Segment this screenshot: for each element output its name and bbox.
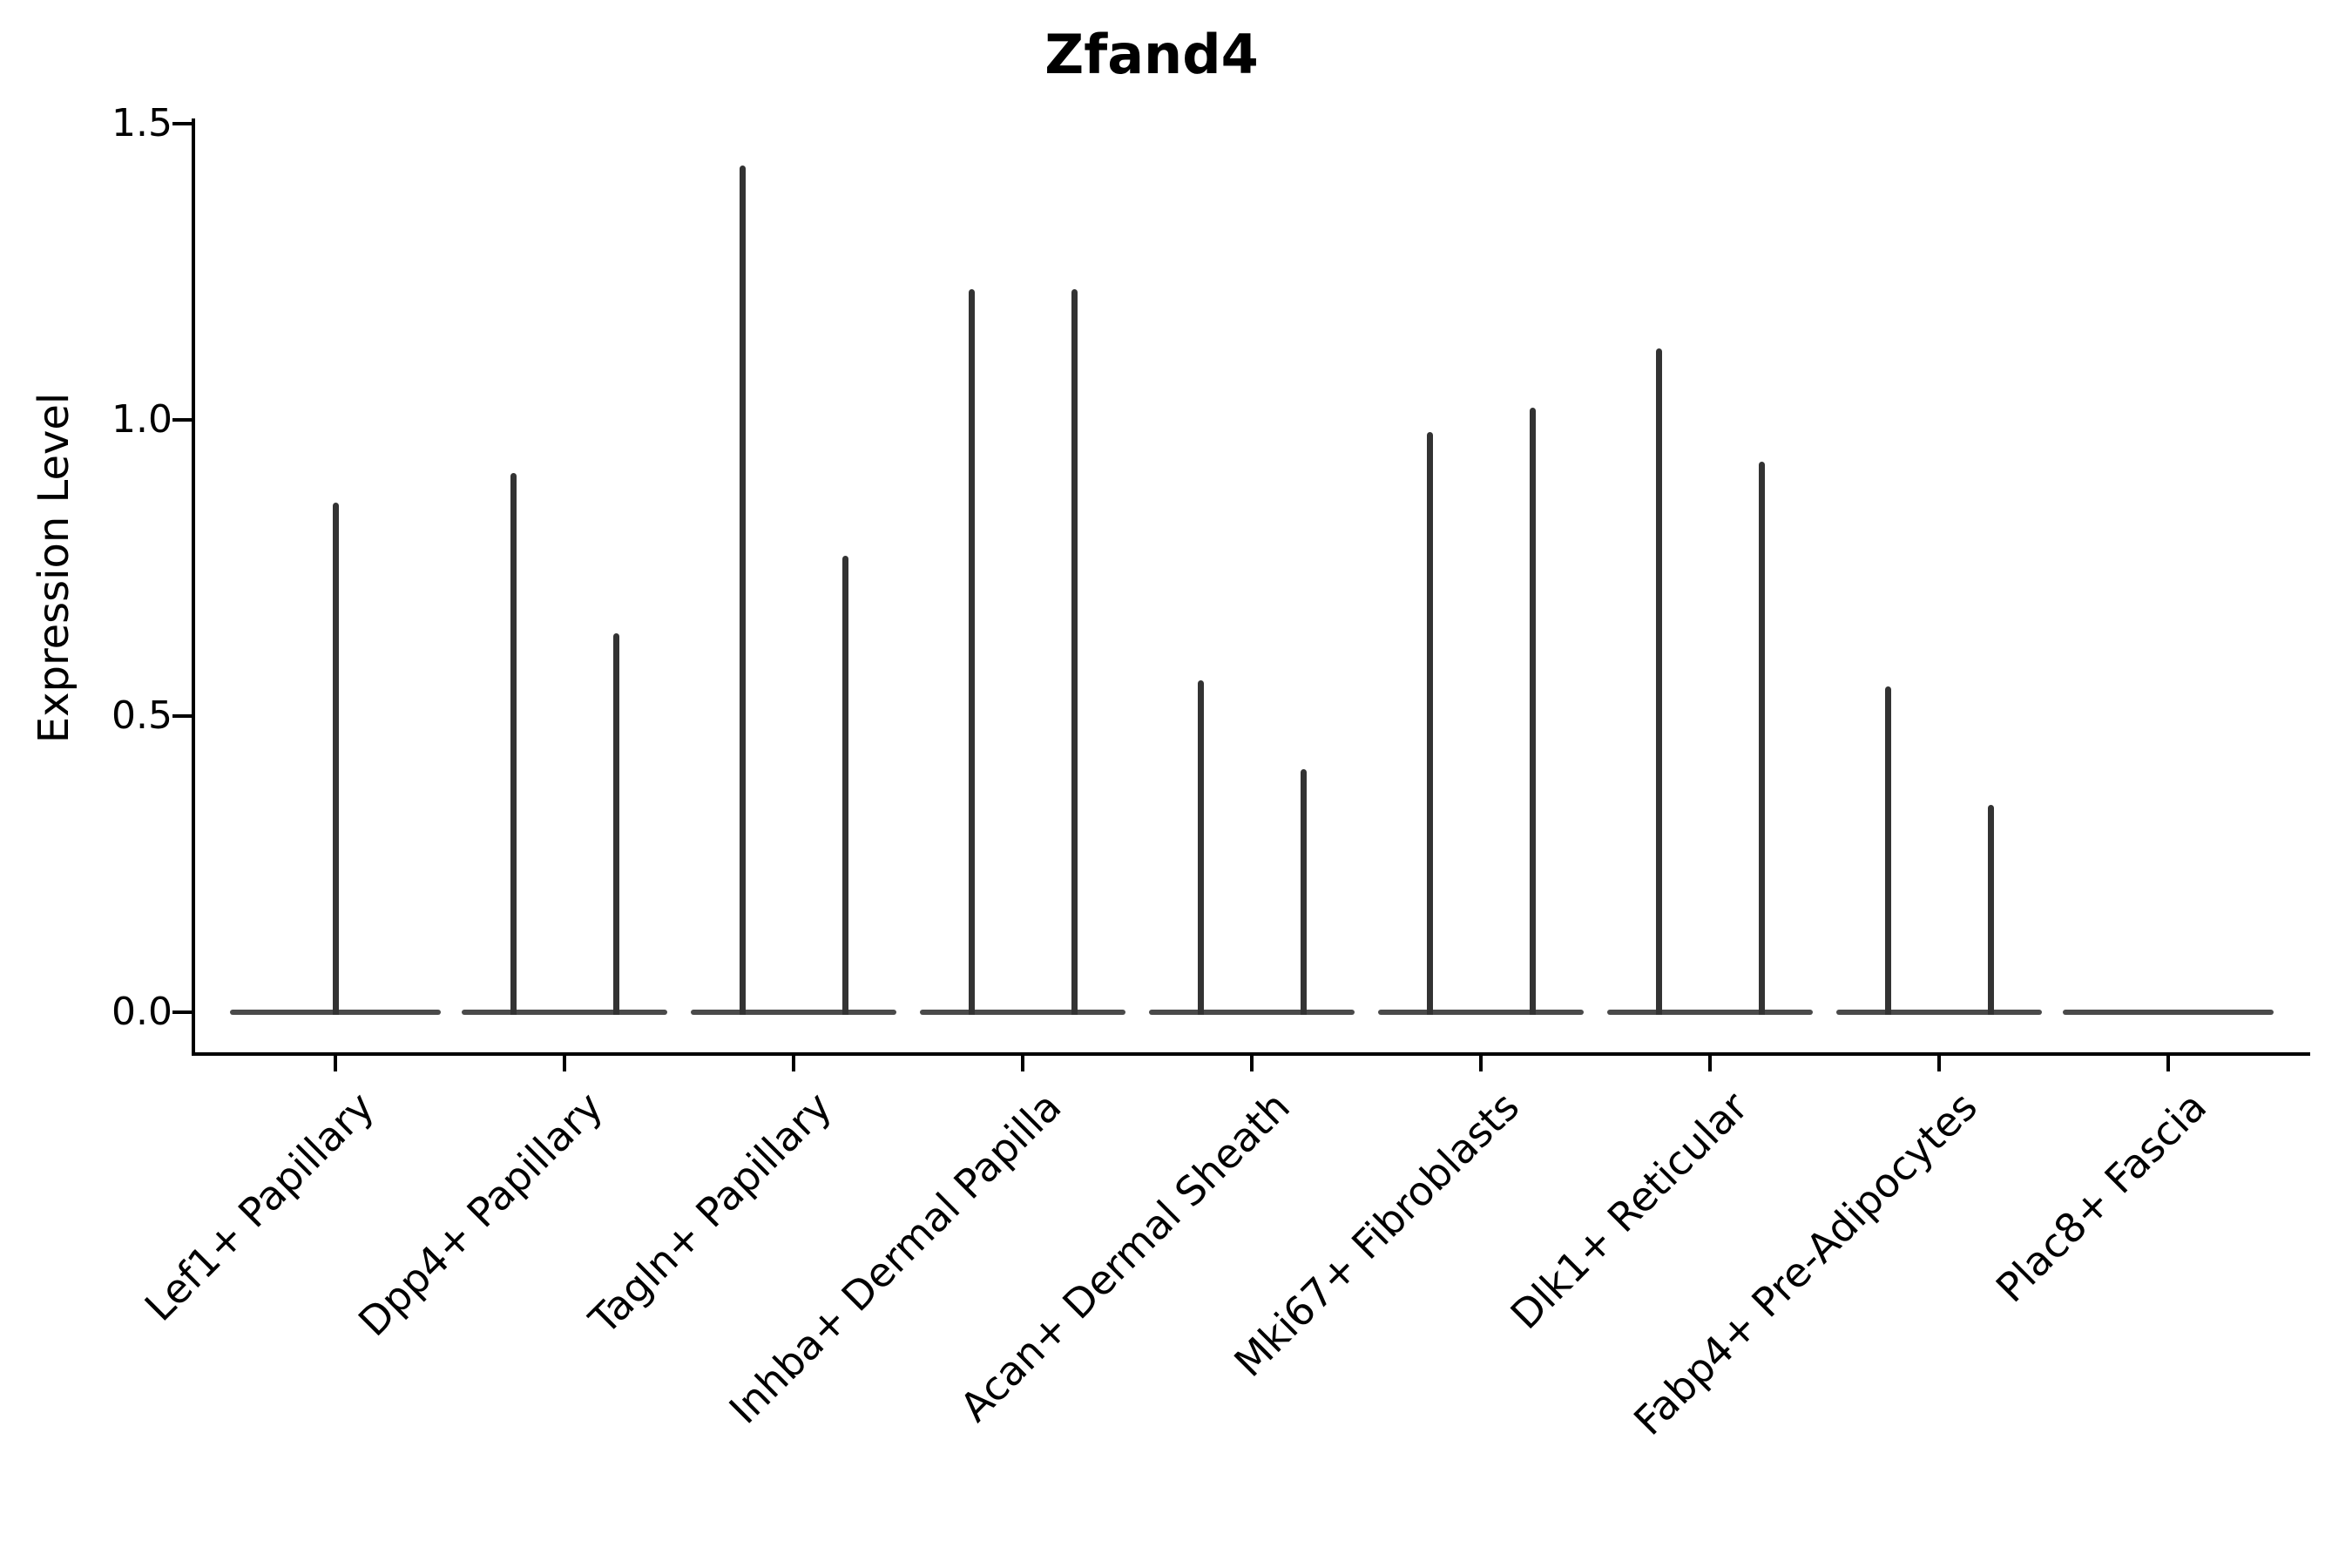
y-tick-mark — [172, 122, 195, 125]
violin-spike — [510, 473, 517, 1015]
violin-spike — [1884, 686, 1891, 1015]
violin-spike — [739, 165, 746, 1015]
y-tick-mark — [172, 418, 195, 422]
violin-base — [1378, 1010, 1584, 1015]
violin-spike — [612, 632, 619, 1015]
x-tick-label: Dpp4+ Papillary — [348, 1083, 612, 1346]
violin-base — [1149, 1010, 1355, 1015]
violin-spike — [1655, 348, 1662, 1015]
chart-title: Zfand4 — [1044, 23, 1259, 86]
violin-base — [2063, 1010, 2274, 1015]
violin-spike — [841, 556, 848, 1015]
violin-spike — [332, 503, 339, 1015]
violin-spike — [1300, 769, 1307, 1015]
y-axis-label: Expression Level — [30, 392, 78, 744]
y-tick-label: 1.0 — [112, 397, 172, 442]
violin-spike — [1529, 408, 1536, 1015]
x-tick-label: Tagln+ Papillary — [580, 1083, 841, 1343]
x-tick-label: Dlk1+ Reticular — [1501, 1083, 1758, 1339]
violin-spike — [1071, 289, 1078, 1015]
violin-base — [691, 1010, 896, 1015]
x-tick-label: Plac8+ Fascia — [1986, 1083, 2216, 1312]
x-tick-mark — [563, 1056, 566, 1071]
violin-spike — [1758, 461, 1765, 1015]
y-tick-mark — [172, 714, 195, 718]
y-tick-label: 0.0 — [112, 990, 172, 1034]
violin-spike — [968, 289, 975, 1015]
x-tick-mark — [1937, 1056, 1941, 1071]
x-tick-mark — [792, 1056, 795, 1071]
violin-spike — [1426, 431, 1433, 1015]
x-tick-mark — [2166, 1056, 2170, 1071]
violin-spike — [1987, 805, 1994, 1015]
x-tick-mark — [1021, 1056, 1024, 1071]
violin-base — [920, 1010, 1125, 1015]
x-tick-mark — [334, 1056, 337, 1071]
x-axis-spine — [192, 1052, 2310, 1056]
violin-base — [1836, 1010, 2042, 1015]
y-tick-mark — [172, 1010, 195, 1014]
x-tick-label: Lef1+ Papillary — [135, 1083, 383, 1330]
x-tick-mark — [1250, 1056, 1254, 1071]
y-tick-label: 1.5 — [112, 101, 172, 145]
y-tick-label: 0.5 — [112, 693, 172, 738]
violin-spike — [1197, 680, 1204, 1015]
x-tick-mark — [1708, 1056, 1712, 1071]
x-tick-mark — [1479, 1056, 1483, 1071]
y-axis-spine — [192, 118, 195, 1056]
violin-base — [462, 1010, 667, 1015]
violin-base — [1607, 1010, 1813, 1015]
